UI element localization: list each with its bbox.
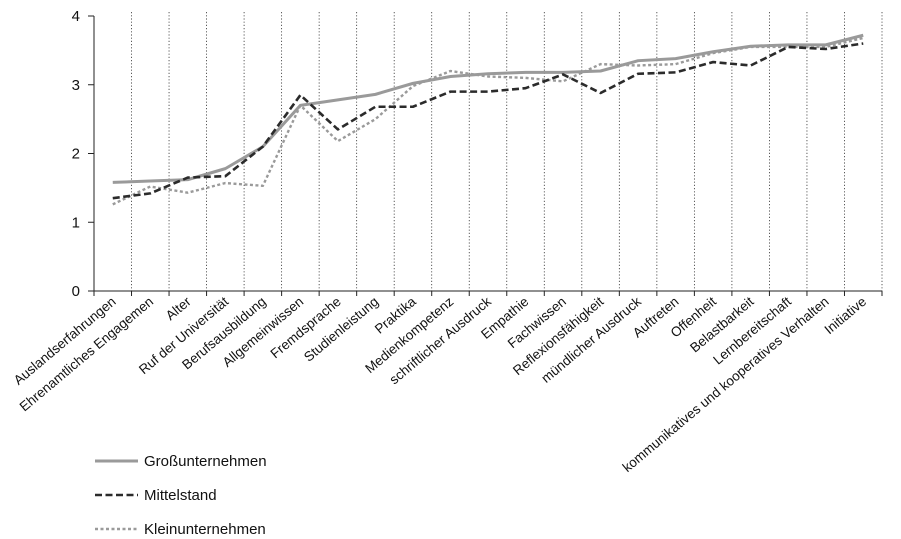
legend-label: Mittelstand (144, 487, 217, 504)
y-tick-label: 0 (72, 283, 80, 300)
x-tick-label: Initiative (822, 294, 870, 337)
y-tick-label: 3 (72, 77, 80, 94)
series-line-kleinunternehmen (112, 36, 864, 206)
legend: Großunternehmen Mittelstand Kleinunternehm… (95, 453, 267, 538)
y-tick-label: 1 (72, 214, 80, 231)
y-tick-label: 2 (72, 146, 80, 163)
legend-label: Kleinunternehmen (144, 521, 266, 538)
series-lines (112, 33, 864, 206)
y-tick-label: 4 (72, 8, 80, 25)
legend-label: Großunternehmen (144, 453, 267, 470)
grid-lines (131, 12, 883, 291)
axes (93, 16, 882, 292)
y-axis-ticks: 0 1 2 3 4 (72, 8, 94, 300)
series-line-großunternehmen (112, 33, 864, 184)
series-line-mittelstand (112, 42, 864, 200)
x-tick-label: Alter (163, 293, 194, 323)
